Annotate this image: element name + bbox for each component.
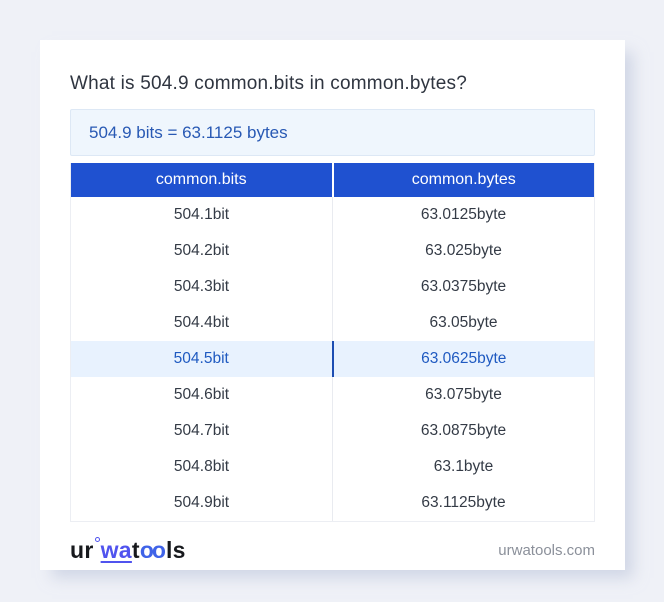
table-row-highlighted[interactable]: 504.5bit 63.0625byte — [71, 341, 594, 377]
conversion-table: common.bits common.bytes 504.1bit 63.012… — [70, 163, 595, 522]
table-cell-bytes[interactable]: 63.075byte — [425, 386, 502, 403]
logo-text-ls: ls — [165, 536, 186, 563]
table-row[interactable]: 504.9bit 63.1125byte — [71, 485, 594, 521]
table-header-bits: common.bits — [71, 163, 334, 197]
table-row[interactable]: 504.1bit 63.0125byte — [71, 197, 594, 233]
table-cell-bytes[interactable]: 63.025byte — [425, 242, 502, 259]
table-row[interactable]: 504.7bit 63.0875byte — [71, 413, 594, 449]
table-header-row: common.bits common.bytes — [71, 163, 594, 197]
table-cell-bytes[interactable]: 63.0125byte — [420, 206, 507, 223]
table-cell-bits[interactable]: 504.1bit — [71, 197, 333, 233]
table-cell-bits[interactable]: 504.4bit — [71, 305, 333, 341]
table-row[interactable]: 504.4bit 63.05byte — [71, 305, 594, 341]
table-header-bytes: common.bytes — [411, 171, 516, 188]
table-row[interactable]: 504.2bit 63.025byte — [71, 233, 594, 269]
table-cell-bits[interactable]: 504.7bit — [71, 413, 333, 449]
logo-glasses-icon: oo — [139, 536, 166, 563]
table-row[interactable]: 504.3bit 63.0375byte — [71, 269, 594, 305]
table-row[interactable]: 504.6bit 63.075byte — [71, 377, 594, 413]
logo-ring-icon — [94, 536, 100, 542]
table-cell-bits[interactable]: 504.6bit — [71, 377, 333, 413]
table-cell-bits[interactable]: 504.2bit — [71, 233, 333, 269]
conversion-result-box: 504.9 bits = 63.1125 bytes — [70, 109, 595, 156]
logo-text-ur: ur — [70, 536, 94, 563]
table-cell-bits[interactable]: 504.3bit — [71, 269, 333, 305]
table-cell-bytes[interactable]: 63.0375byte — [420, 278, 507, 295]
table-cell-bits[interactable]: 504.5bit — [71, 341, 334, 377]
table-cell-bits[interactable]: 504.8bit — [71, 449, 333, 485]
table-row[interactable]: 504.8bit 63.1byte — [71, 449, 594, 485]
table-cell-bytes[interactable]: 63.1125byte — [421, 494, 506, 511]
page-title: What is 504.9 common.bits in common.byte… — [70, 73, 468, 94]
table-cell-bytes[interactable]: 63.0875byte — [420, 422, 507, 439]
urwatools-logo: ur wa t oo ls — [70, 536, 186, 564]
table-cell-bytes[interactable]: 63.0625byte — [421, 350, 507, 367]
logo-text-wa: wa — [100, 536, 132, 563]
conversion-card: What is 504.9 common.bits in common.byte… — [40, 40, 625, 570]
conversion-result-text: 504.9 bits = 63.1125 bytes — [89, 122, 288, 142]
table-cell-bits[interactable]: 504.9bit — [71, 485, 333, 521]
site-url: urwatools.com — [498, 541, 595, 559]
table-cell-bytes[interactable]: 63.1byte — [433, 458, 494, 475]
logo-text-t: t — [131, 536, 140, 563]
table-cell-bytes[interactable]: 63.05byte — [429, 314, 498, 331]
card-footer: ur wa t oo ls urwatools.com — [70, 528, 595, 572]
